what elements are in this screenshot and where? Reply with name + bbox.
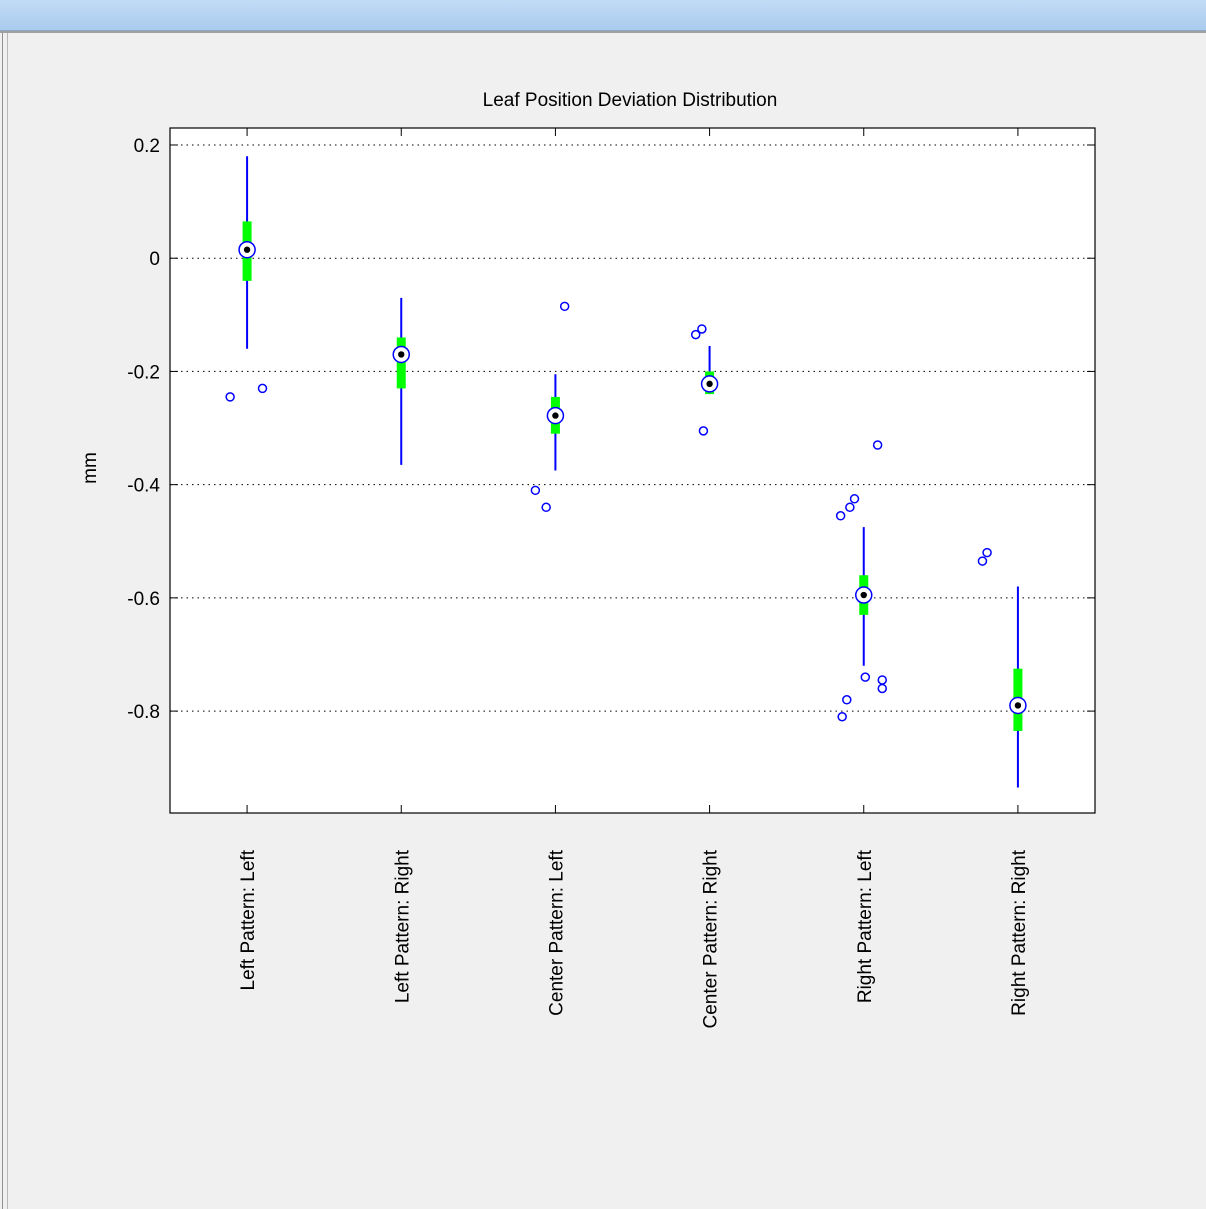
outlier-point [835,511,846,521]
median-dot [243,246,251,253]
outlier-point [690,329,701,340]
outlier-point [842,695,852,705]
outlier-point [698,426,709,436]
x-category-label: Center Pattern: Right [701,849,722,1028]
window-title-bar [0,0,1206,31]
y-tick-label: -0.4 [127,476,160,497]
outlier-point [837,712,847,722]
plot-area: 0.2 0 -0.2 -0.4 -0.6 -0.8 Left Pattern: Left Le… [127,127,1096,1028]
outlier-point [225,392,235,402]
outlier-point [872,440,883,450]
median-dot [552,412,559,419]
outlier-point [559,301,570,312]
median-dot [398,351,405,358]
outlier-point [860,672,871,682]
chart-title: Leaf Position Deviation Distribution [483,90,778,111]
x-category-label: Center Pattern: Left [546,849,567,1016]
outlier-point [845,502,855,513]
outlier-point [849,494,860,504]
y-tick-label: -0.8 [127,702,160,723]
outlier-point [530,485,541,496]
outlier-point [257,383,268,394]
outlier-point [982,547,992,558]
outlier-point [977,556,988,566]
window-left-edge [2,33,8,1209]
x-category-label: Left Pattern: Left [238,849,259,990]
plot-background [170,128,1095,813]
outlier-point [697,324,707,334]
y-tick-label: 0 [149,249,160,270]
y-tick-label: -0.2 [127,362,160,383]
y-tick-label: 0.2 [134,136,160,157]
outlier-point [877,683,887,694]
median-dot [706,380,713,388]
x-category-label: Left Pattern: Right [392,849,413,1003]
x-category-label: Right Pattern: Left [855,849,876,1003]
median-dot [1014,702,1022,709]
y-axis-label: mm [80,452,101,484]
median-dot [860,591,867,599]
x-category-label: Right Pattern: Right [1009,849,1030,1016]
y-tick-label: -0.6 [127,589,160,610]
outlier-point [541,502,551,513]
axes-frame [169,127,1096,814]
